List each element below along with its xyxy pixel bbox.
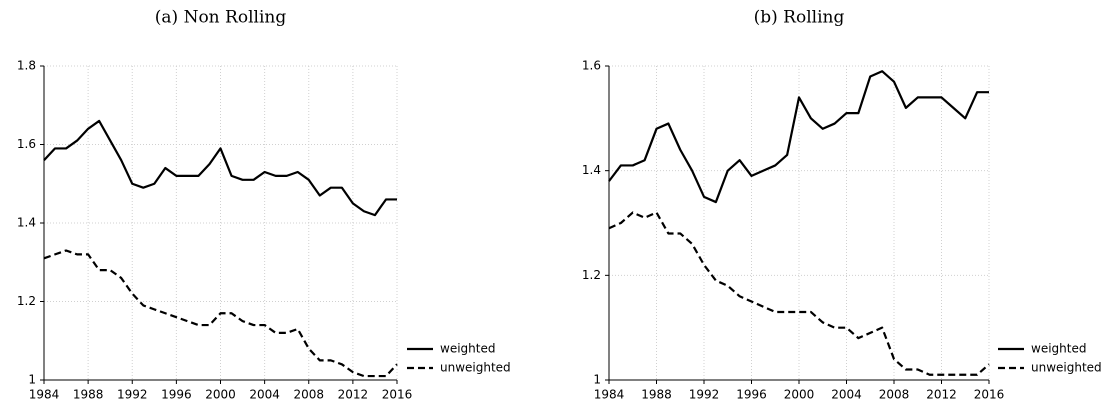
y-tick-label: 1.2 xyxy=(582,268,601,282)
x-tick-label: 2004 xyxy=(831,388,862,402)
series-line xyxy=(608,211,990,376)
x-tick-label: 1988 xyxy=(641,388,672,402)
x-tick-label: 2012 xyxy=(338,388,369,402)
y-tick-label: 1 xyxy=(593,373,601,387)
series-line xyxy=(608,70,989,204)
y-tick-label: 1.2 xyxy=(17,294,36,308)
x-tick-label: 1996 xyxy=(736,388,767,402)
x-tick-label: 2004 xyxy=(249,388,280,402)
legend-label: weighted xyxy=(440,342,495,356)
x-tick-label: 1984 xyxy=(594,388,625,402)
x-tick-label: 2000 xyxy=(784,388,815,402)
y-tick-label: 1.4 xyxy=(17,216,36,230)
x-tick-label: 2012 xyxy=(926,388,957,402)
legend-label: unweighted xyxy=(440,361,511,375)
legend-label: unweighted xyxy=(1031,361,1102,375)
y-tick-label: 1.8 xyxy=(17,59,36,73)
x-tick-label: 2016 xyxy=(974,388,1005,402)
chart-title: (b) Rolling xyxy=(754,8,845,28)
x-tick-label: 2008 xyxy=(293,388,324,402)
y-tick-label: 1.6 xyxy=(582,59,601,73)
x-tick-label: 2008 xyxy=(879,388,910,402)
x-tick-label: 1992 xyxy=(117,388,148,402)
y-tick-label: 1.6 xyxy=(17,137,36,151)
chart-title: (a) Non Rolling xyxy=(155,8,287,28)
series-line xyxy=(43,249,398,378)
legend-label: weighted xyxy=(1031,342,1086,356)
x-tick-label: 1996 xyxy=(161,388,192,402)
x-tick-label: 1984 xyxy=(29,388,60,402)
x-tick-label: 1992 xyxy=(689,388,720,402)
y-tick-label: 1.4 xyxy=(582,163,601,177)
x-tick-label: 1988 xyxy=(73,388,104,402)
x-tick-label: 2000 xyxy=(205,388,236,402)
x-tick-label: 2016 xyxy=(382,388,413,402)
series-line xyxy=(43,119,397,217)
y-tick-label: 1 xyxy=(28,373,36,387)
